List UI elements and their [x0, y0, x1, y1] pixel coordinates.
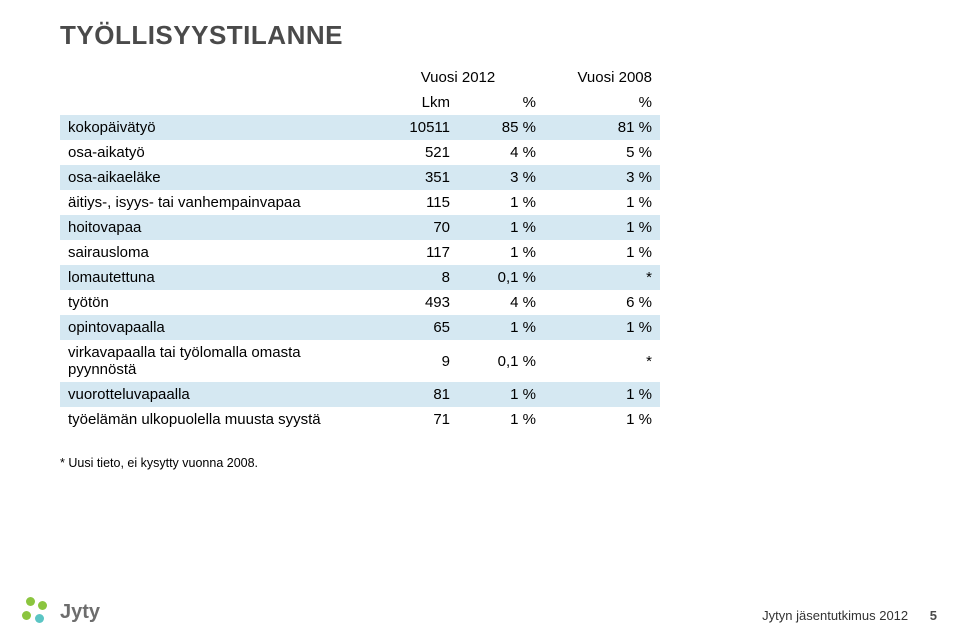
table-header-row-1: Vuosi 2012 Vuosi 2008 — [60, 65, 660, 90]
row-lkm: 10511 — [372, 115, 458, 140]
page-number: 5 — [930, 608, 937, 623]
row-lkm: 521 — [372, 140, 458, 165]
row-pct: 4 % — [458, 290, 544, 315]
row-pct: 0,1 % — [458, 265, 544, 290]
table-row: työelämän ulkopuolella muusta syystä711 … — [60, 407, 660, 432]
row-lkm: 493 — [372, 290, 458, 315]
row-pct2: 1 % — [544, 190, 660, 215]
row-label: lomautettuna — [60, 265, 372, 290]
header-lkm: Lkm — [372, 90, 458, 115]
row-pct: 1 % — [458, 240, 544, 265]
row-label: kokopäivätyö — [60, 115, 372, 140]
table-row: sairausloma1171 %1 % — [60, 240, 660, 265]
page-footer: Jyty Jytyn jäsentutkimus 2012 5 — [0, 593, 959, 627]
row-lkm: 115 — [372, 190, 458, 215]
row-lkm: 65 — [372, 315, 458, 340]
row-label: vuorotteluvapaalla — [60, 382, 372, 407]
row-pct2: 1 % — [544, 315, 660, 340]
row-pct2: 81 % — [544, 115, 660, 140]
row-pct: 1 % — [458, 382, 544, 407]
row-label: työelämän ulkopuolella muusta syystä — [60, 407, 372, 432]
table-row: virkavapaalla tai työlomalla omasta pyyn… — [60, 340, 660, 382]
row-pct2: 1 % — [544, 382, 660, 407]
row-pct2: * — [544, 265, 660, 290]
row-pct: 3 % — [458, 165, 544, 190]
footer-caption: Jytyn jäsentutkimus 2012 — [762, 608, 908, 623]
table-header-row-2: Lkm % % — [60, 90, 660, 115]
table-row: äitiys-, isyys- tai vanhempainvapaa1151 … — [60, 190, 660, 215]
row-label: virkavapaalla tai työlomalla omasta pyyn… — [60, 340, 372, 382]
row-pct2: 1 % — [544, 240, 660, 265]
table-row: opintovapaalla651 %1 % — [60, 315, 660, 340]
dot-icon — [38, 601, 47, 610]
row-pct: 0,1 % — [458, 340, 544, 382]
table-row: kokopäivätyö1051185 %81 % — [60, 115, 660, 140]
header-blank2 — [60, 90, 372, 115]
table-body: kokopäivätyö1051185 %81 %osa-aikatyö5214… — [60, 115, 660, 432]
row-pct: 1 % — [458, 407, 544, 432]
table-row: osa-aikatyö5214 %5 % — [60, 140, 660, 165]
header-year-b: Vuosi 2008 — [544, 65, 660, 90]
page-title: TYÖLLISYYSTILANNE — [60, 20, 899, 51]
dot-icon — [35, 614, 44, 623]
footer-right: Jytyn jäsentutkimus 2012 5 — [762, 608, 937, 623]
header-blank — [60, 65, 372, 90]
row-pct: 85 % — [458, 115, 544, 140]
row-label: sairausloma — [60, 240, 372, 265]
brand-dots-icon — [22, 597, 52, 627]
row-pct2: 6 % — [544, 290, 660, 315]
row-pct2: 1 % — [544, 215, 660, 240]
dot-icon — [26, 597, 35, 606]
header-pct: % — [458, 90, 544, 115]
row-label: hoitovapaa — [60, 215, 372, 240]
header-pct2: % — [544, 90, 660, 115]
row-lkm: 70 — [372, 215, 458, 240]
brand-text: Jyty — [60, 601, 100, 624]
employment-table: Vuosi 2012 Vuosi 2008 Lkm % % kokopäivät… — [60, 65, 660, 432]
row-pct: 1 % — [458, 190, 544, 215]
row-label: työtön — [60, 290, 372, 315]
row-label: osa-aikatyö — [60, 140, 372, 165]
row-label: osa-aikaeläke — [60, 165, 372, 190]
row-label: opintovapaalla — [60, 315, 372, 340]
row-lkm: 351 — [372, 165, 458, 190]
header-year-a: Vuosi 2012 — [372, 65, 544, 90]
row-pct: 4 % — [458, 140, 544, 165]
footnote: * Uusi tieto, ei kysytty vuonna 2008. — [60, 456, 899, 470]
row-pct2: * — [544, 340, 660, 382]
table-row: hoitovapaa701 %1 % — [60, 215, 660, 240]
row-lkm: 8 — [372, 265, 458, 290]
row-pct2: 3 % — [544, 165, 660, 190]
table-row: osa-aikaeläke3513 %3 % — [60, 165, 660, 190]
row-lkm: 117 — [372, 240, 458, 265]
row-pct2: 5 % — [544, 140, 660, 165]
row-pct2: 1 % — [544, 407, 660, 432]
table-row: työtön4934 %6 % — [60, 290, 660, 315]
table-row: lomautettuna80,1 %* — [60, 265, 660, 290]
row-pct: 1 % — [458, 215, 544, 240]
dot-icon — [22, 611, 31, 620]
row-lkm: 81 — [372, 382, 458, 407]
row-pct: 1 % — [458, 315, 544, 340]
row-lkm: 9 — [372, 340, 458, 382]
row-label: äitiys-, isyys- tai vanhempainvapaa — [60, 190, 372, 215]
row-lkm: 71 — [372, 407, 458, 432]
table-row: vuorotteluvapaalla811 %1 % — [60, 382, 660, 407]
brand-logo: Jyty — [22, 597, 100, 627]
